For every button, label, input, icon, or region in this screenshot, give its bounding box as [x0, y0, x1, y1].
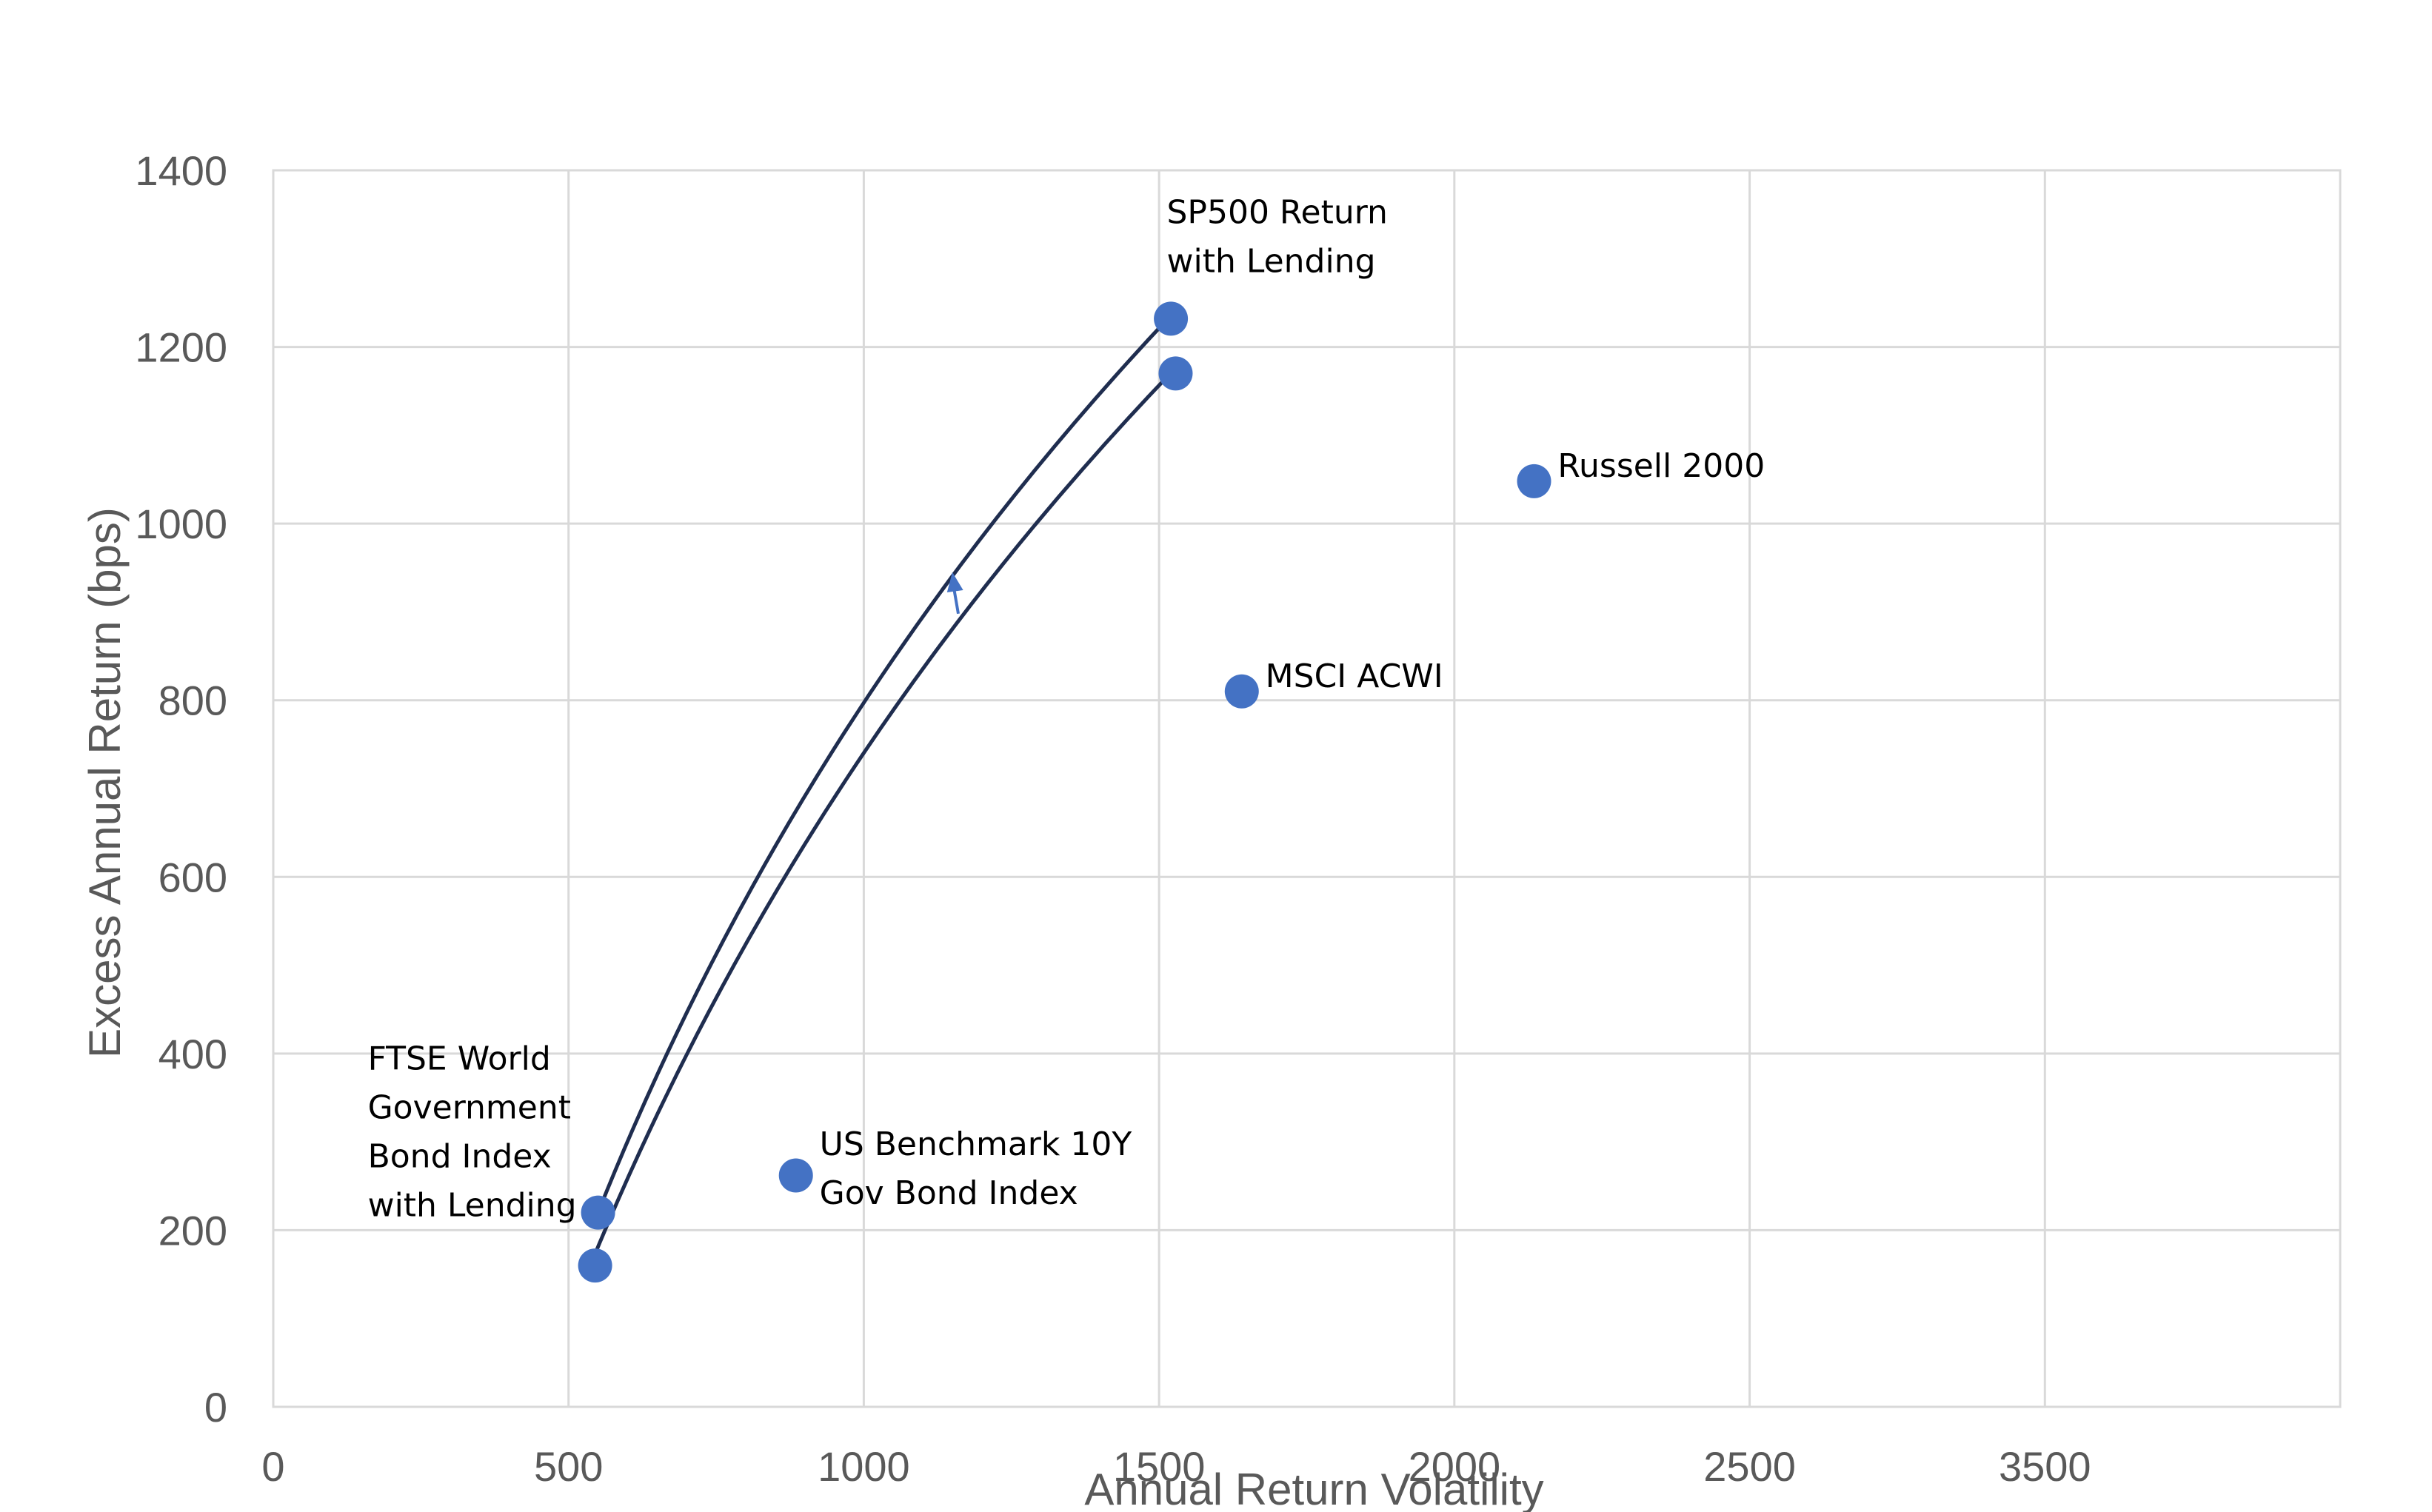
y-tick-label: 1200	[135, 324, 227, 371]
plot-area-frame	[272, 169, 2342, 1408]
point-label: SP500 Return with Lending	[1167, 194, 1388, 281]
point-labels: FTSE World Government Bond Index with Lendi…	[368, 194, 1765, 1225]
x-tick-label: 1000	[818, 1443, 910, 1490]
data-point	[1154, 301, 1189, 336]
data-point	[1158, 356, 1193, 391]
trend-curve	[589, 370, 1174, 1265]
x-tick-label: 3500	[1999, 1443, 2091, 1490]
data-point	[778, 1158, 813, 1193]
point-label: US Benchmark 10Y Gov Bond Index	[820, 1125, 1132, 1212]
y-axis-title: Excess Annual Return (bps)	[80, 507, 130, 1058]
data-point	[581, 1195, 615, 1230]
y-tick-label: 1000	[135, 501, 227, 547]
y-tick-label: 200	[158, 1207, 227, 1254]
data-point	[1517, 464, 1551, 498]
point-label: FTSE World Government Bond Index with Lendi…	[368, 1040, 577, 1224]
arrow-head-icon	[946, 572, 963, 593]
x-tick-label: 2000	[1409, 1443, 1501, 1490]
x-tick-label: 2500	[1703, 1443, 1796, 1490]
trend-curves	[589, 317, 1174, 1265]
x-tick-label: 1500	[1113, 1443, 1206, 1490]
x-tick-label: 500	[534, 1443, 603, 1490]
data-points	[578, 301, 1551, 1283]
point-label: MSCI ACWI	[1266, 658, 1443, 695]
x-axis-title: Annual Return Volatility	[1084, 1465, 1543, 1512]
x-tick-label: 0	[261, 1443, 284, 1490]
y-tick-label: 0	[204, 1384, 227, 1431]
y-tick-label: 600	[158, 854, 227, 900]
grid	[273, 169, 2340, 1408]
data-point	[578, 1248, 612, 1283]
y-tick-label: 400	[158, 1031, 227, 1077]
trend-curve	[596, 317, 1169, 1214]
point-label: Russell 2000	[1557, 447, 1765, 485]
data-point	[1224, 674, 1259, 709]
y-tick-label: 800	[158, 678, 227, 724]
y-tick-label: 1400	[135, 147, 227, 194]
axis-tick-labels: 0 200 400 600 800 1000 1200 1400 0 500 1000 1500 200…	[135, 147, 2091, 1490]
